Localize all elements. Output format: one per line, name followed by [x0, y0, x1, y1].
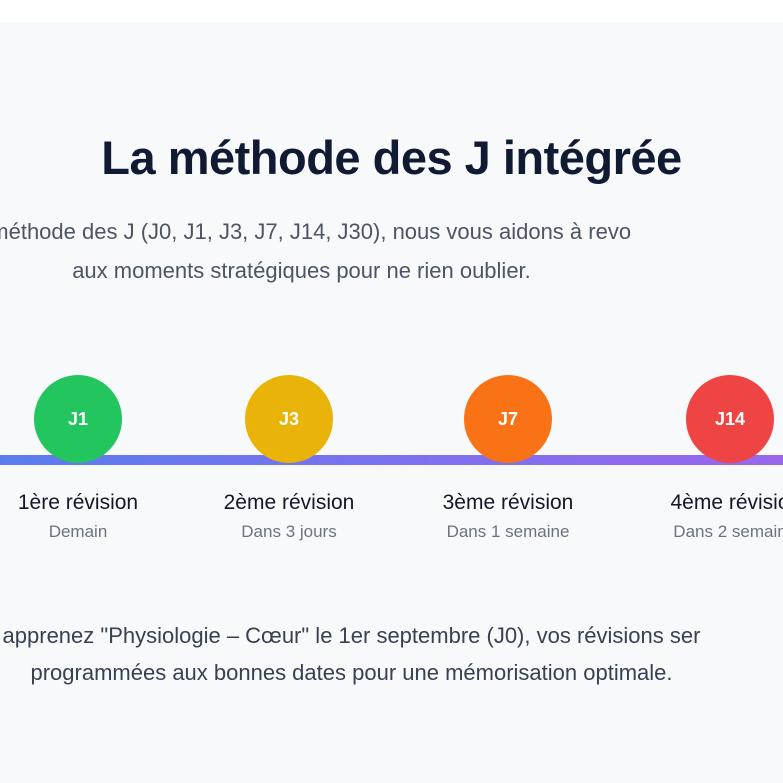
step-badge: J1: [34, 375, 122, 463]
timeline-track: [0, 455, 783, 465]
step-subtitle: Demain: [48, 522, 108, 541]
step-badge: J3: [245, 375, 333, 463]
step-subtitle: Dans 1 semaine: [446, 522, 570, 541]
method-section: La méthode des J intégrée a méthode des …: [0, 22, 783, 783]
section-title: La méthode des J intégrée: [101, 131, 682, 184]
step-badge: J7: [464, 375, 552, 463]
step-title: 3ème révision: [442, 491, 574, 514]
timeline-step-j14: J14 4ème révisio Dans 2 semain: [630, 375, 783, 543]
intro-line-2: aux moments stratégiques pour ne rien ou…: [72, 258, 531, 283]
example-text: apprenez "Physiologie – Cœur" le 1er sep…: [0, 617, 783, 691]
timeline-step-j3: J3 2ème révision Dans 3 jours: [189, 375, 389, 543]
section-intro: a méthode des J (J0, J1, J3, J7, J14, J3…: [0, 212, 783, 290]
step-subtitle: Dans 2 semain: [673, 522, 783, 541]
example-line-1: apprenez "Physiologie – Cœur" le 1er sep…: [2, 623, 701, 648]
step-title: 1ère révision: [17, 491, 139, 514]
step-title: 2ème révision: [223, 491, 355, 514]
timeline-step-j1: J1 1ère révision Demain: [0, 375, 178, 543]
step-subtitle: Dans 3 jours: [241, 522, 337, 541]
step-title: 4ème révisio: [670, 491, 783, 514]
intro-line-1: a méthode des J (J0, J1, J3, J7, J14, J3…: [0, 219, 632, 244]
timeline-step-j7: J7 3ème révision Dans 1 semaine: [408, 375, 608, 543]
step-badge: J14: [686, 375, 774, 463]
example-line-2: programmées aux bonnes dates pour une mé…: [30, 660, 673, 685]
